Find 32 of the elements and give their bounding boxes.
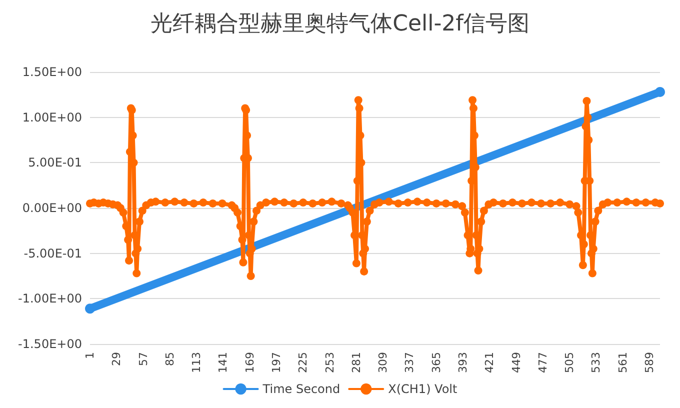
x-tick-label: 1 <box>84 352 96 359</box>
y-tick-label: -1.50E+00 <box>18 337 82 351</box>
x-tick-label: 421 <box>483 352 496 373</box>
y-tick-label: 0.00E+00 <box>22 201 82 215</box>
x-tick-label: 85 <box>163 352 176 366</box>
x-tick-label: 281 <box>350 352 363 373</box>
y-tick-label: 1.50E+00 <box>22 65 82 79</box>
x-tick-label: 505 <box>563 352 576 373</box>
y-tick-label: -5.00E-01 <box>24 246 82 260</box>
x-tick-label: 365 <box>430 352 443 373</box>
x-tick-label: 393 <box>456 352 470 373</box>
x-tick-label: 197 <box>270 352 284 373</box>
legend-label: X(CH1) Volt <box>388 382 458 396</box>
legend-label: Time Second <box>262 382 340 396</box>
x-tick-label: 113 <box>190 352 204 373</box>
x-tick-label: 589 <box>643 352 656 373</box>
x-tick-label: 337 <box>403 352 416 373</box>
x-tick-label: 253 <box>323 352 336 373</box>
y-tick-label: 5.00E-01 <box>28 156 82 170</box>
x-tick-label: 533 <box>590 352 603 373</box>
x-tick-label: 169 <box>243 352 256 373</box>
chart-title: 光纤耦合型赫里奥特气体Cell-2f信号图 <box>150 12 530 36</box>
x-tick-label: 141 <box>216 352 230 373</box>
x-tick-label: 309 <box>376 352 390 373</box>
x-tick-label: 29 <box>110 352 124 366</box>
x-tick-label: 477 <box>536 352 550 373</box>
y-tick-label: -1.00E+00 <box>18 292 82 306</box>
x-tick-label: 57 <box>136 352 150 366</box>
y-tick-label: 1.00E+00 <box>22 110 82 124</box>
x-tick-label: 561 <box>616 352 630 373</box>
x-tick-label: 225 <box>296 352 310 373</box>
x-tick-label: 449 <box>510 352 523 373</box>
